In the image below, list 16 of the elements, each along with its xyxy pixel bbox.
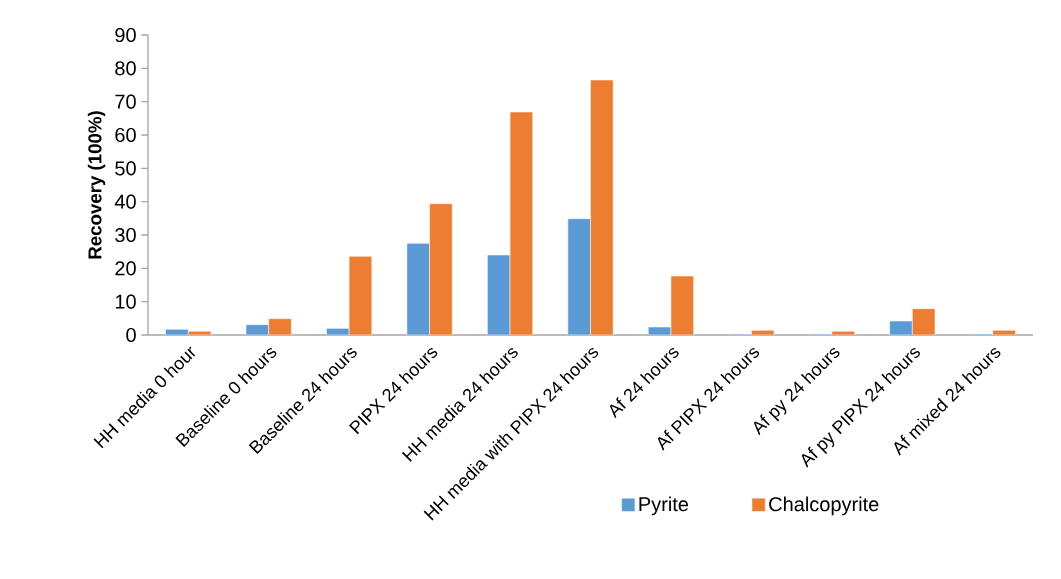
y-tick-label: 90: [115, 27, 136, 43]
y-tick-label: 0: [126, 327, 136, 343]
y-tick-label: 60: [115, 127, 136, 143]
bar: [487, 254, 511, 335]
y-tick-label: 70: [115, 94, 136, 109]
y-tick-label: 40: [114, 194, 136, 209]
bar: [567, 218, 591, 335]
bar: [406, 243, 430, 335]
legend-label: Chalcopyrite: [769, 496, 879, 516]
legend-label: Pyrite: [639, 496, 689, 516]
y-tick-label: 30: [115, 227, 136, 243]
y-tick-label: 50: [115, 161, 136, 176]
y-tick-label: 10: [115, 294, 136, 309]
y-tick-label: 20: [115, 261, 136, 276]
y-tick-label: 80: [115, 61, 136, 76]
y-axis-title: Recovery (100%): [87, 111, 106, 259]
